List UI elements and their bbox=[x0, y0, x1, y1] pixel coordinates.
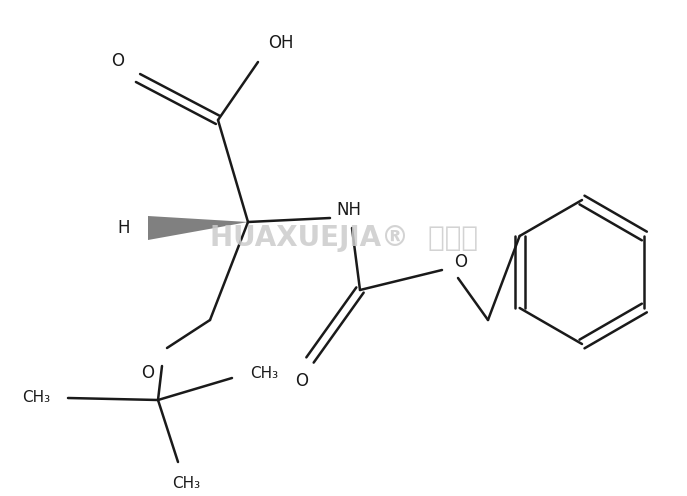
Text: OH: OH bbox=[268, 34, 293, 52]
Text: O: O bbox=[295, 372, 308, 390]
Text: CH₃: CH₃ bbox=[172, 476, 200, 491]
Polygon shape bbox=[148, 216, 248, 240]
Text: O: O bbox=[141, 364, 154, 382]
Text: O: O bbox=[454, 253, 467, 271]
Text: NH: NH bbox=[336, 201, 361, 219]
Text: H: H bbox=[117, 219, 130, 237]
Text: CH₃: CH₃ bbox=[250, 367, 278, 381]
Text: HUAXUEJIA®  化学加: HUAXUEJIA® 化学加 bbox=[210, 224, 477, 252]
Text: CH₃: CH₃ bbox=[22, 390, 50, 406]
Text: O: O bbox=[111, 52, 124, 70]
